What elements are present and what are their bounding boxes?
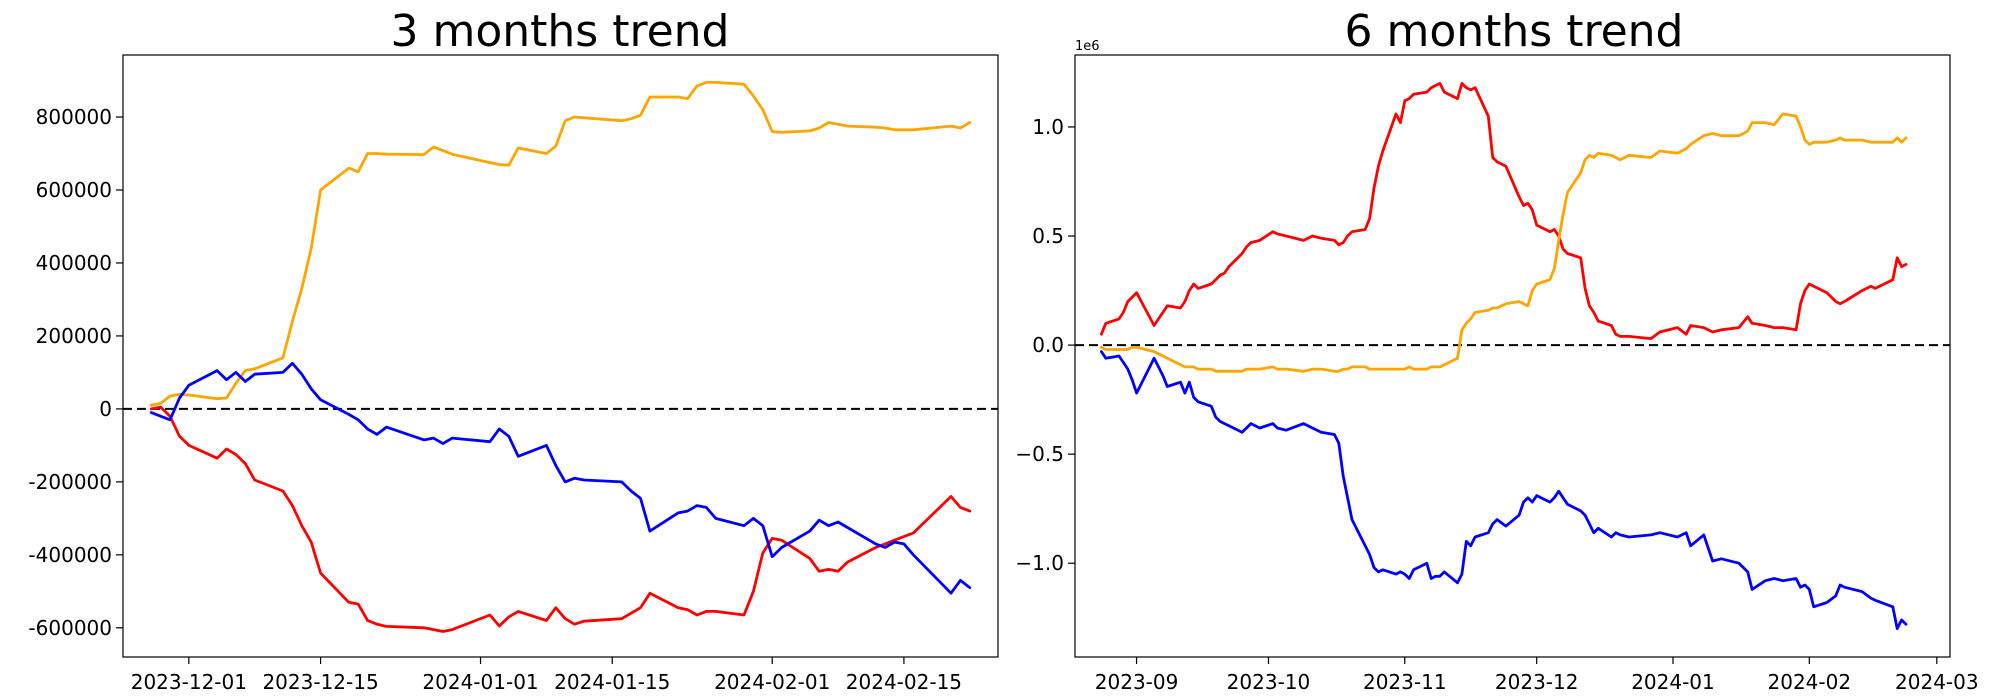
x-tick-label: 2023-11 — [1363, 670, 1447, 694]
y-tick-label: 400000 — [36, 251, 112, 275]
plot-area: 800000 600000 400000 200000 0 -200000 -400000 -… — [28, 81, 998, 694]
y-tick-label: 600000 — [36, 178, 112, 202]
series-line-2 — [1100, 350, 1908, 630]
series-line-1 — [149, 405, 972, 633]
x-tick-label: 2024-01-15 — [554, 670, 670, 694]
x-tick-label: 2023-09 — [1095, 670, 1179, 694]
y-tick-label: 800000 — [36, 105, 112, 129]
series-line-1 — [1100, 112, 1908, 373]
x-tick-label: 2024-01-01 — [422, 670, 538, 694]
x-tick-label: 2023-12 — [1495, 670, 1579, 694]
series-line-0 — [1100, 82, 1908, 341]
y-tick-label: 0.5 — [1032, 224, 1064, 248]
y-tick-label: -400000 — [28, 543, 112, 567]
y-tick-label: −1.0 — [1015, 551, 1064, 575]
y-tick-label: 0.0 — [1032, 333, 1064, 357]
plot-frame — [1074, 54, 1951, 658]
y-tick-label: −0.5 — [1015, 442, 1064, 466]
y-tick-label: -200000 — [28, 470, 112, 494]
x-tick-label: 2023-12-15 — [262, 670, 378, 694]
chart-title: 6 months trend — [1345, 6, 1684, 57]
y-tick-label: -600000 — [28, 616, 112, 640]
plot-area: 1.0 0.5 0.0 −0.5 −1.0 2023-09 2023-10 2023-11 20… — [1015, 82, 1979, 694]
x-tick-label: 2024-03 — [1895, 670, 1979, 694]
x-tick-label: 2024-02-15 — [846, 670, 962, 694]
x-tick-label: 2023-12-01 — [131, 670, 247, 694]
y-tick-label: 200000 — [36, 324, 112, 348]
y-tick-label: 1.0 — [1032, 115, 1064, 139]
x-tick-label: 2024-02-01 — [714, 670, 830, 694]
series-line-0 — [149, 81, 972, 407]
x-tick-label: 2024-02 — [1768, 670, 1852, 694]
chart-3-months: 3 months trend 800000 600000 400000 200000 0… — [28, 6, 999, 694]
x-tick-label: 2024-01 — [1631, 670, 1715, 694]
chart-title: 3 months trend — [391, 6, 730, 57]
plot-frame — [122, 54, 999, 658]
series-line-2 — [149, 361, 972, 595]
y-tick-label: 0 — [99, 397, 112, 421]
x-tick-label: 2023-10 — [1227, 670, 1311, 694]
chart-6-months: 6 months trend 1e6 1.0 0.5 0.0 −0.5 −1.0 2023… — [1015, 6, 1978, 694]
y-offset-label: 1e6 — [1075, 39, 1100, 54]
